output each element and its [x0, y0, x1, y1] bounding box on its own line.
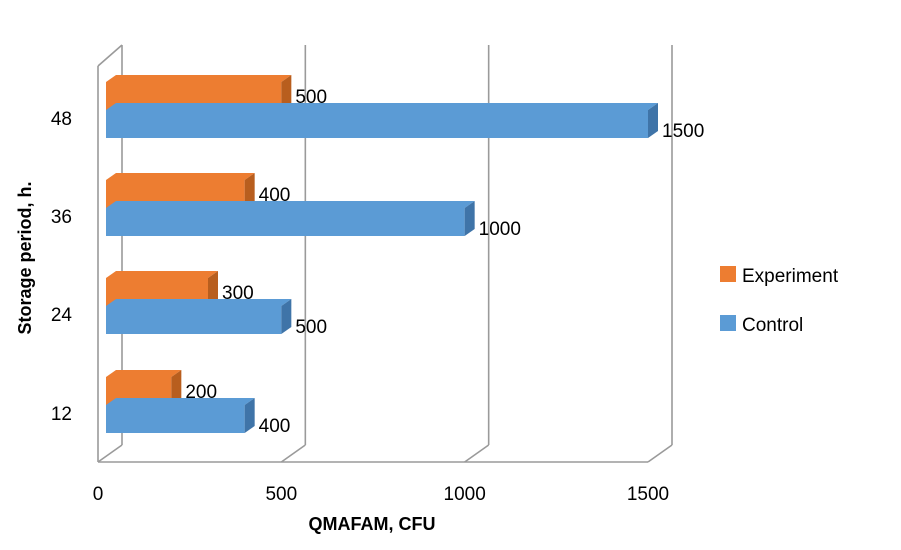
- bar-experiment-24-side: [208, 271, 218, 306]
- y-tick-label: 48: [51, 109, 72, 130]
- bar-experiment-48-side: [281, 75, 292, 110]
- bar-control-36-top: [106, 201, 475, 208]
- bar-control-12-front: [106, 405, 245, 433]
- bar-experiment-36-top: [106, 173, 255, 180]
- data-label-control-48: 1500: [662, 121, 704, 142]
- legend-label-experiment: Experiment: [742, 266, 839, 287]
- gridline-floor: [647, 444, 673, 463]
- y-axis-title: Storage period, h.: [15, 181, 35, 334]
- legend: Experiment Control: [720, 266, 839, 336]
- data-label-experiment-48: 500: [295, 87, 327, 108]
- data-label-experiment-12: 200: [185, 382, 217, 403]
- bar-control-24: [106, 299, 292, 334]
- bar-control-48: [106, 103, 658, 138]
- bar-control-48-side: [648, 103, 658, 138]
- x-tick-label: 1000: [444, 484, 486, 505]
- gridline-floor: [97, 444, 123, 463]
- x-tick-label: 500: [265, 484, 297, 505]
- bar-control-36: [106, 201, 475, 236]
- bar-control-24-side: [281, 299, 292, 334]
- gridline-floor: [464, 444, 490, 463]
- bar-experiment-48-top: [106, 75, 292, 82]
- y-tick-label: 12: [51, 404, 72, 425]
- tick-labels: 0 500 1000 1500 12 24 36 48: [51, 109, 669, 505]
- data-label-control-24: 500: [295, 317, 327, 338]
- bar-control-24-front: [106, 306, 282, 334]
- bar-control-36-front: [106, 208, 465, 236]
- legend-swatch-control: [720, 315, 736, 331]
- data-label-experiment-24: 300: [222, 283, 254, 304]
- bar-control-12-side: [244, 398, 255, 433]
- x-axis-title: QMAFAM, CFU: [309, 514, 436, 534]
- bar-control-12-top: [106, 398, 255, 405]
- data-labels: 200 400 300 500 400 1000 500 1500: [185, 87, 704, 437]
- wall-edge: [97, 44, 123, 67]
- bar-experiment-12-top: [106, 370, 182, 377]
- data-label-experiment-36: 400: [259, 185, 291, 206]
- legend-swatch-experiment: [720, 266, 736, 282]
- bar-experiment-12-side: [171, 370, 182, 405]
- bar-control-36-side: [464, 201, 475, 236]
- bar-control-48-front: [106, 110, 648, 138]
- y-tick-label: 24: [51, 305, 73, 326]
- data-label-control-36: 1000: [479, 219, 521, 240]
- bar-control-24-top: [106, 299, 292, 306]
- x-tick-label: 0: [93, 484, 104, 505]
- bar-experiment-36-side: [244, 173, 255, 208]
- data-label-control-12: 400: [259, 416, 291, 437]
- x-tick-label: 1500: [627, 484, 669, 505]
- bar-experiment-24-top: [106, 271, 218, 278]
- gridline-floor: [280, 444, 306, 463]
- y-tick-label: 36: [51, 207, 72, 228]
- bar-control-12: [106, 398, 255, 433]
- bar-control-48-top: [106, 103, 658, 110]
- bars: [106, 75, 658, 433]
- legend-label-control: Control: [742, 315, 803, 336]
